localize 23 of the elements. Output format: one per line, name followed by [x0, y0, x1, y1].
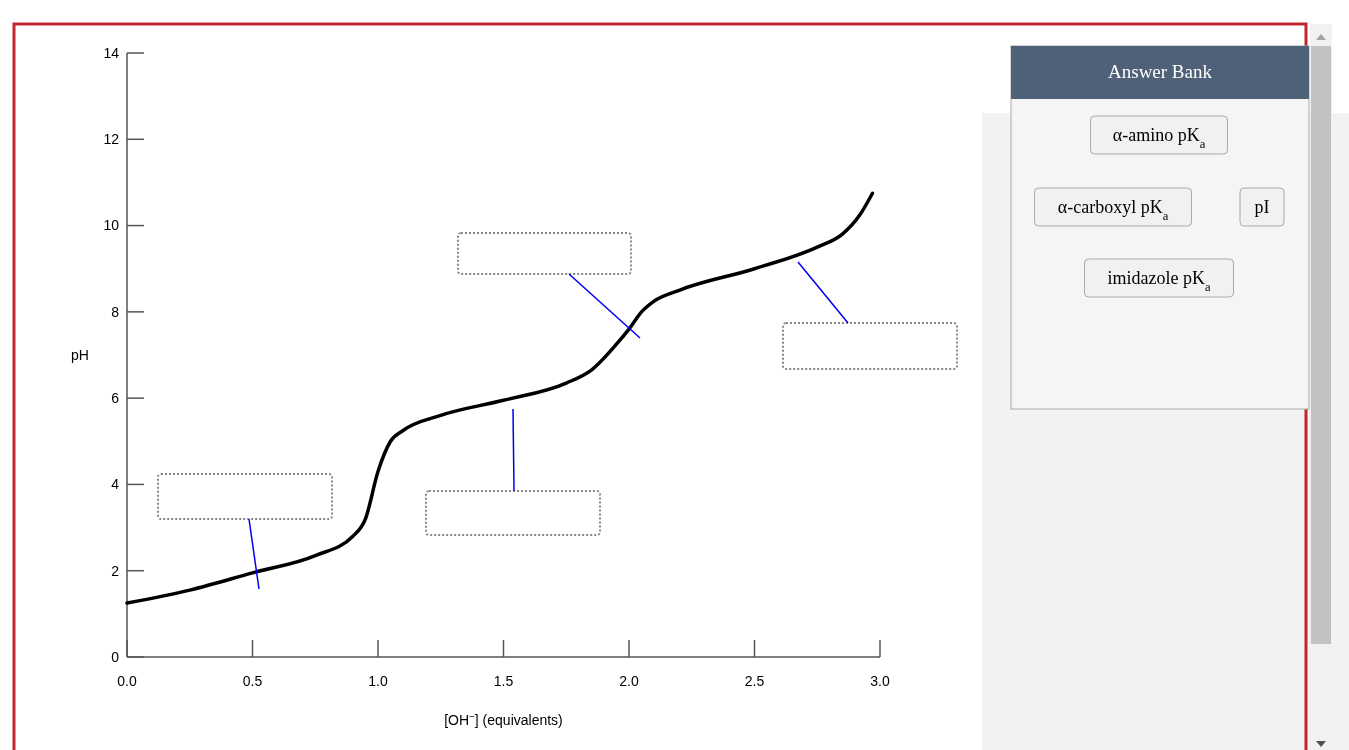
- line-series: [125, 191, 875, 605]
- text: α-amino pK$_{a}$: [1112, 125, 1206, 152]
- y-tick-label: 4: [111, 476, 120, 493]
- text: imidazole pK$_{a}$: [1107, 268, 1211, 295]
- text: Answer Bank: [1108, 61, 1213, 82]
- x-tick-label: 1.5: [493, 673, 514, 689]
- y-tick-label: 10: [103, 217, 120, 234]
- x-tick-label: 1.0: [368, 673, 388, 689]
- x-tick-label: 0.0: [117, 673, 137, 689]
- y-tick-label: 8: [111, 303, 120, 320]
- x-tick-label: 3.0: [870, 673, 890, 689]
- x-tick-label: 2.5: [744, 673, 765, 689]
- y-tick-label: 2: [111, 562, 120, 579]
- x-tick-label: 0.5: [242, 673, 263, 689]
- y-tick-label: 12: [103, 131, 120, 148]
- x-axis-title: [OH$^{−}$] (equivalents): [444, 710, 563, 728]
- y-tick-label: 14: [103, 44, 120, 61]
- text: α-carboxyl pK$_{a}$: [1057, 197, 1169, 224]
- x-tick-label: 2.0: [619, 673, 639, 689]
- y-axis-title: pH: [71, 347, 89, 363]
- y-tick-label: 0: [111, 648, 120, 665]
- text: pI: [1254, 197, 1270, 218]
- y-tick-label: 6: [111, 390, 120, 407]
